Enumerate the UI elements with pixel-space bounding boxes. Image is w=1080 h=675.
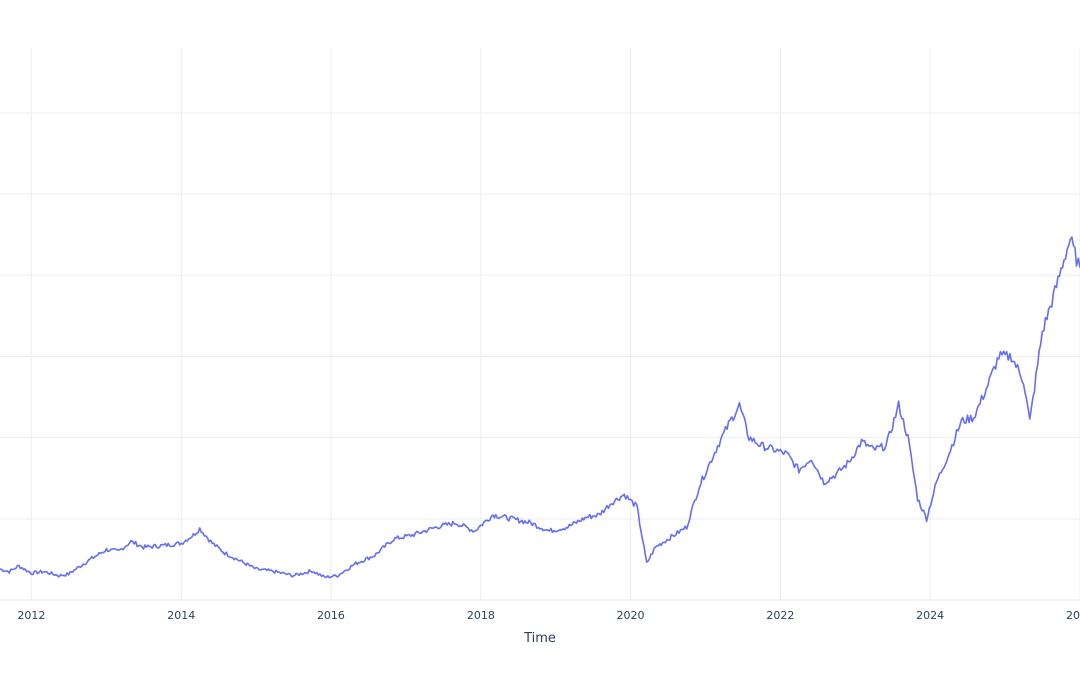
x-tick-label: 2014: [167, 609, 195, 622]
x-tick-label: 2022: [766, 609, 794, 622]
x-tick-label: 2012: [17, 609, 45, 622]
x-tick-label: 2024: [916, 609, 944, 622]
x-tick-label: 2018: [467, 609, 495, 622]
x-tick-labels: 2012 2014 2016 2018 2020 2022 2024 2026: [17, 609, 1080, 622]
series-group: [0, 236, 1080, 579]
gridlines: [0, 48, 1080, 600]
x-axis-title: Time: [523, 631, 556, 646]
series-line: [0, 236, 1080, 579]
x-tick-label: 2026: [1066, 609, 1080, 622]
x-tick-label: 2016: [317, 609, 345, 622]
x-tick-label: 2020: [617, 609, 645, 622]
